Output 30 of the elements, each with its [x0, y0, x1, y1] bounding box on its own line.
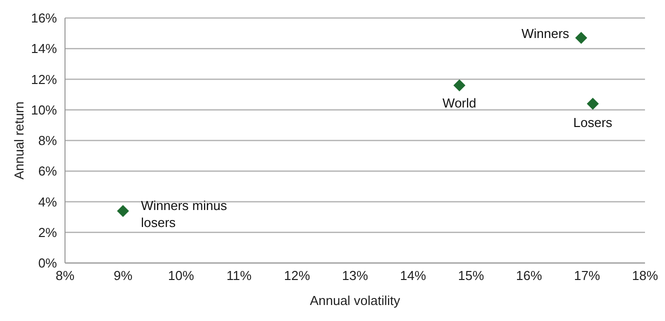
x-tick-label: 18%: [632, 268, 658, 284]
y-tick-label: 10%: [30, 102, 58, 118]
y-tick-label: 6%: [38, 164, 58, 179]
annotation: Losers: [573, 114, 613, 130]
y-axis-title: Annual return: [12, 101, 27, 180]
y-tick-label: 12%: [30, 72, 58, 87]
y-tick-label: 14%: [30, 41, 58, 56]
point: [586, 98, 599, 110]
y-tick-label: 0%: [38, 256, 58, 271]
y-tick-label: 16%: [30, 10, 58, 26]
x-tick-label: 10%: [168, 268, 194, 284]
y-tick-label: 4%: [38, 194, 58, 210]
x-tick-label: 15%: [458, 268, 484, 284]
x-axis-title: Annual volatility: [310, 293, 401, 308]
annotation: Winners: [522, 26, 570, 41]
point: [453, 79, 466, 92]
x-tick-label: 17%: [574, 268, 600, 284]
x-tick-label: 9%: [114, 268, 133, 284]
x-tick-label: 8%: [56, 268, 75, 284]
point: [575, 32, 588, 44]
x-tick-label: 13%: [342, 268, 368, 284]
point: [117, 204, 129, 217]
x-tick-label: 14%: [400, 268, 426, 284]
y-tick-label: 2%: [38, 224, 58, 240]
annotation: Winners minus losers: [141, 198, 228, 230]
x-tick-label: 12%: [284, 268, 310, 284]
x-tick-label: 11%: [226, 268, 252, 284]
annotation: World: [442, 95, 476, 110]
x-tick-label: 16%: [516, 268, 542, 284]
y-tick-label: 8%: [38, 133, 58, 148]
